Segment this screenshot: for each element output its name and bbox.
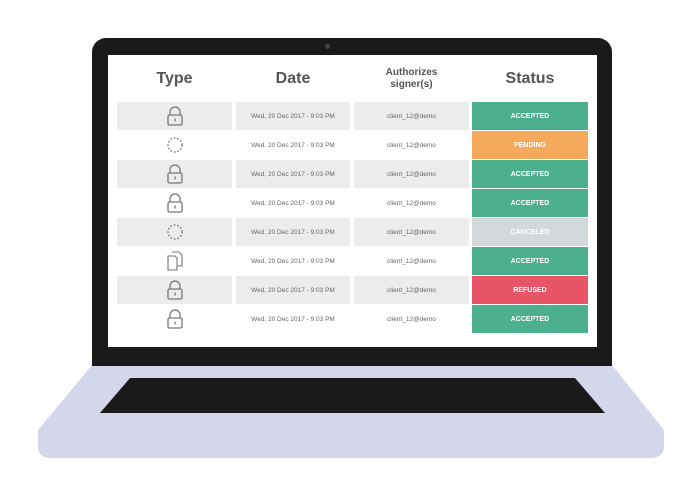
lock-icon — [117, 102, 232, 130]
status-badge: PENDING — [472, 131, 588, 159]
pending-circle-icon — [117, 131, 232, 159]
signer-cell: client_12@demo — [387, 141, 436, 149]
header-signer: Authorizes signer(s) — [385, 66, 438, 90]
status-badge: CANCELED — [472, 218, 588, 246]
date-cell: Wed, 20 Dec 2017 - 9:03 PM — [236, 276, 350, 304]
table-row[interactable]: Wed, 20 Dec 2017 - 9:03 PM client_12@dem… — [117, 305, 589, 333]
date-cell: Wed, 20 Dec 2017 - 9:03 PM — [251, 315, 335, 323]
date-cell: Wed, 20 Dec 2017 - 9:03 PM — [251, 141, 335, 149]
signature-table: Type Date Authorizes signer(s) Status We… — [108, 55, 597, 347]
signer-cell: client_12@demo — [354, 218, 469, 246]
signer-cell: client_12@demo — [354, 160, 469, 188]
date-cell: Wed, 20 Dec 2017 - 9:03 PM — [236, 160, 350, 188]
signer-cell: client_12@demo — [354, 102, 469, 130]
camera — [325, 44, 330, 49]
status-badge: ACCEPTED — [472, 189, 588, 217]
signer-cell: client_12@demo — [387, 257, 436, 265]
signer-cell: client_12@demo — [354, 276, 469, 304]
header-status: Status — [505, 69, 555, 87]
lock-icon — [117, 160, 232, 188]
table-row[interactable]: Wed, 20 Dec 2017 - 9:03 PM client_12@dem… — [117, 218, 589, 246]
lock-icon — [117, 189, 232, 217]
pending-circle-icon — [117, 218, 232, 246]
date-cell: Wed, 20 Dec 2017 - 9:03 PM — [236, 102, 350, 130]
status-badge: ACCEPTED — [472, 102, 588, 130]
table-row[interactable]: Wed, 20 Dec 2017 - 9:03 PM client_12@dem… — [117, 160, 589, 188]
date-cell: Wed, 20 Dec 2017 - 9:03 PM — [251, 199, 335, 207]
lock-icon — [117, 276, 232, 304]
status-badge: REFUSED — [472, 276, 588, 304]
header-type: Type — [156, 69, 193, 87]
status-badge: ACCEPTED — [472, 305, 588, 333]
table-row[interactable]: Wed, 20 Dec 2017 - 9:03 PM client_12@dem… — [117, 189, 589, 217]
lock-icon — [117, 305, 232, 333]
signer-cell: client_12@demo — [387, 199, 436, 207]
date-cell: Wed, 20 Dec 2017 - 9:03 PM — [236, 218, 350, 246]
signer-cell: client_12@demo — [387, 315, 436, 323]
header-date: Date — [275, 69, 311, 87]
table-row[interactable]: Wed, 20 Dec 2017 - 9:03 PM client_12@dem… — [117, 247, 589, 275]
status-badge: ACCEPTED — [472, 160, 588, 188]
table-row[interactable]: Wed, 20 Dec 2017 - 9:03 PM client_12@dem… — [117, 276, 589, 304]
date-cell: Wed, 20 Dec 2017 - 9:03 PM — [251, 257, 335, 265]
status-badge: ACCEPTED — [472, 247, 588, 275]
keyboard — [100, 378, 605, 413]
table-row[interactable]: Wed, 20 Dec 2017 - 9:03 PM client_12@dem… — [117, 102, 589, 130]
table-row[interactable]: Wed, 20 Dec 2017 - 9:03 PM client_12@dem… — [117, 131, 589, 159]
documents-icon — [117, 247, 232, 275]
